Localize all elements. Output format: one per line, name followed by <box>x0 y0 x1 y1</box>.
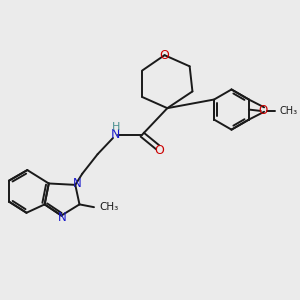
Text: H: H <box>112 122 120 132</box>
Text: O: O <box>258 104 267 118</box>
Text: CH₃: CH₃ <box>100 202 119 212</box>
Text: N: N <box>73 177 82 190</box>
Text: N: N <box>58 211 67 224</box>
Text: O: O <box>160 49 170 62</box>
Text: O: O <box>154 143 164 157</box>
Text: N: N <box>111 128 120 141</box>
Text: CH₃: CH₃ <box>280 106 298 116</box>
